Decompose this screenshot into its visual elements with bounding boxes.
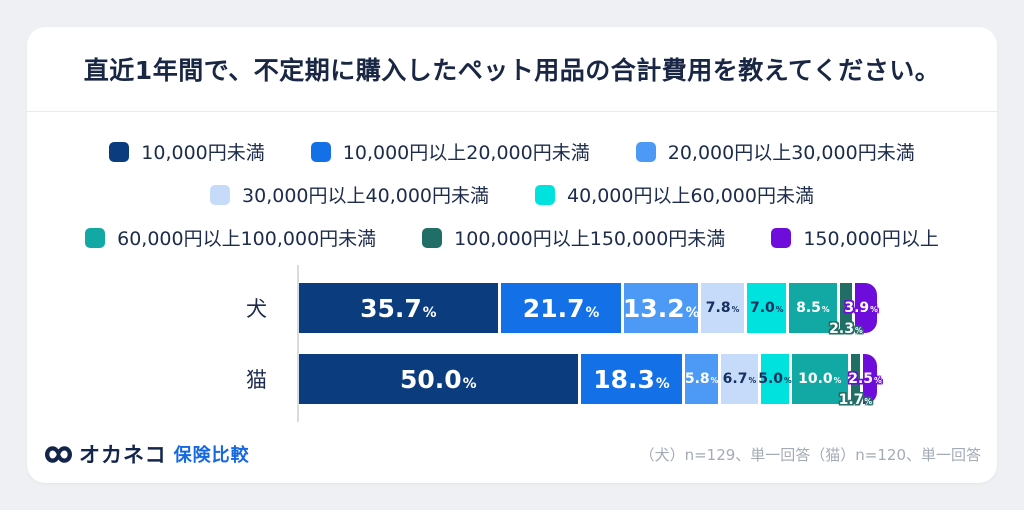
card-header: 直近1年間で、不定期に購入したペット用品の合計費用を教えてください。 bbox=[27, 27, 997, 112]
brand-name: オカネコ bbox=[79, 443, 167, 467]
legend-swatch bbox=[85, 227, 106, 248]
legend-row: 10,000円未満 10,000円以上20,000円未満 20,000円以上30,0… bbox=[109, 138, 915, 165]
segment-value-label: 18.3% bbox=[593, 364, 670, 394]
segment-value-label: 2.3% bbox=[829, 321, 863, 337]
segment-value-label: 13.2% bbox=[622, 293, 700, 323]
legend-label: 10,000円以上20,000円未満 bbox=[342, 142, 590, 164]
bar-segment: 50.0% bbox=[299, 354, 578, 404]
bar-segment: 35.7% bbox=[299, 283, 498, 333]
legend-swatch bbox=[210, 184, 231, 205]
legend-label: 40,000円以上60,000円未満 bbox=[567, 185, 814, 207]
segment-value-label: 7.8% bbox=[705, 300, 740, 316]
bar-segment: 5.8% bbox=[684, 354, 719, 404]
sample-size-note: （犬）n=129、単一回答（猫）n=120、単一回答 bbox=[639, 445, 981, 464]
y-axis-line bbox=[297, 265, 299, 422]
legend-item: 60,000円以上100,000円未満 bbox=[85, 224, 376, 251]
bar-segment: 2.5% bbox=[848, 354, 882, 404]
category-label: 犬 bbox=[246, 297, 267, 321]
legend-label: 30,000円以上40,000円未満 bbox=[242, 185, 489, 207]
legend-item: 40,000円以上60,000円未満 bbox=[535, 181, 814, 208]
segment-value-label: 7.0% bbox=[749, 300, 784, 316]
bar-segment: 7.8% bbox=[700, 283, 745, 333]
page-title: 直近1年間で、不定期に購入したペット用品の合計費用を教えてください。 bbox=[83, 56, 941, 85]
bar-segment: 3.9% bbox=[844, 283, 878, 333]
segment-value-label: 5.8% bbox=[684, 371, 719, 387]
legend-label: 60,000円以上100,000円未満 bbox=[117, 228, 377, 250]
legend-label: 150,000円以上 bbox=[803, 228, 939, 250]
bar-segment: 8.5% bbox=[789, 283, 837, 333]
legend-swatch bbox=[310, 141, 331, 162]
bar-segment: 2.3% bbox=[829, 283, 863, 336]
card-footer: オカネコ 保険比較 （犬）n=129、単一回答（猫）n=120、単一回答 bbox=[27, 431, 997, 483]
stacked-bar: 50.0% 18.3% 5.8% 6.7% 5.0% 10.0% 1.7% 2.5% bbox=[299, 354, 882, 407]
bar-segment: 1.7% bbox=[839, 354, 872, 407]
bar-segment: 10.0% bbox=[791, 354, 848, 404]
segment-value-label: 3.9% bbox=[844, 300, 878, 316]
stacked-bar: 35.7% 21.7% 13.2% 7.8% 7.0% 8.5% 2.3% 3.9% bbox=[299, 283, 878, 336]
legend-swatch bbox=[422, 227, 443, 248]
legend-item: 10,000円未満 bbox=[109, 138, 265, 165]
legend: 10,000円未満 10,000円以上20,000円未満 20,000円以上30,0… bbox=[27, 138, 997, 251]
segment-value-label: 2.5% bbox=[848, 371, 882, 387]
bar-segment: 6.7% bbox=[720, 354, 759, 404]
category-label: 猫 bbox=[246, 368, 267, 392]
legend-item: 100,000円以上150,000円未満 bbox=[422, 224, 725, 251]
bar-segment: 18.3% bbox=[580, 354, 683, 404]
legend-label: 10,000円未満 bbox=[141, 142, 265, 164]
legend-item: 30,000円以上40,000円未満 bbox=[210, 181, 489, 208]
legend-label: 100,000円以上150,000円未満 bbox=[454, 228, 726, 250]
chart-row: 犬 35.7% 21.7% 13.2% 7.8% 7.0% 8.5% 2.3% 3.9% bbox=[27, 283, 997, 336]
bar-segment: 21.7% bbox=[500, 283, 622, 333]
segment-value-label: 35.7% bbox=[360, 293, 437, 323]
legend-item: 10,000円以上20,000円未満 bbox=[310, 138, 590, 165]
segment-value-label: 1.7% bbox=[838, 392, 873, 408]
legend-item: 20,000円以上30,000円未満 bbox=[635, 138, 915, 165]
legend-item: 150,000円以上 bbox=[771, 224, 939, 251]
stacked-bar-chart: 犬 35.7% 21.7% 13.2% 7.8% 7.0% 8.5% 2.3% 3.9% 猫 50.… bbox=[27, 265, 997, 422]
bar-segment: 5.0% bbox=[758, 354, 792, 404]
brand-logo: オカネコ 保険比較 bbox=[45, 439, 250, 469]
chart-row: 猫 50.0% 18.3% 5.8% 6.7% 5.0% 10.0% 1.7% 2.5% bbox=[27, 354, 997, 407]
segment-value-label: 5.0% bbox=[758, 371, 792, 387]
infinity-logo-icon bbox=[45, 445, 72, 463]
legend-row: 60,000円以上100,000円未満 100,000円以上150,000円未満 1… bbox=[85, 224, 939, 251]
segment-value-label: 21.7% bbox=[522, 293, 600, 323]
survey-card: 直近1年間で、不定期に購入したペット用品の合計費用を教えてください。 10,00… bbox=[27, 27, 997, 483]
legend-swatch bbox=[109, 141, 130, 162]
bar-segment: 13.2% bbox=[622, 283, 700, 333]
segment-value-label: 6.7% bbox=[722, 371, 757, 387]
legend-swatch bbox=[635, 141, 656, 162]
bar-segment: 7.0% bbox=[747, 283, 787, 333]
segment-value-label: 50.0% bbox=[400, 364, 477, 394]
legend-label: 20,000円以上30,000円未満 bbox=[667, 142, 915, 164]
legend-row: 30,000円以上40,000円未満 40,000円以上60,000円未満 bbox=[210, 181, 814, 208]
legend-swatch bbox=[771, 227, 792, 248]
segment-value-label: 10.0% bbox=[798, 371, 842, 387]
legend-swatch bbox=[535, 184, 555, 205]
brand-suffix: 保険比較 bbox=[173, 445, 250, 466]
segment-value-label: 8.5% bbox=[796, 300, 830, 316]
